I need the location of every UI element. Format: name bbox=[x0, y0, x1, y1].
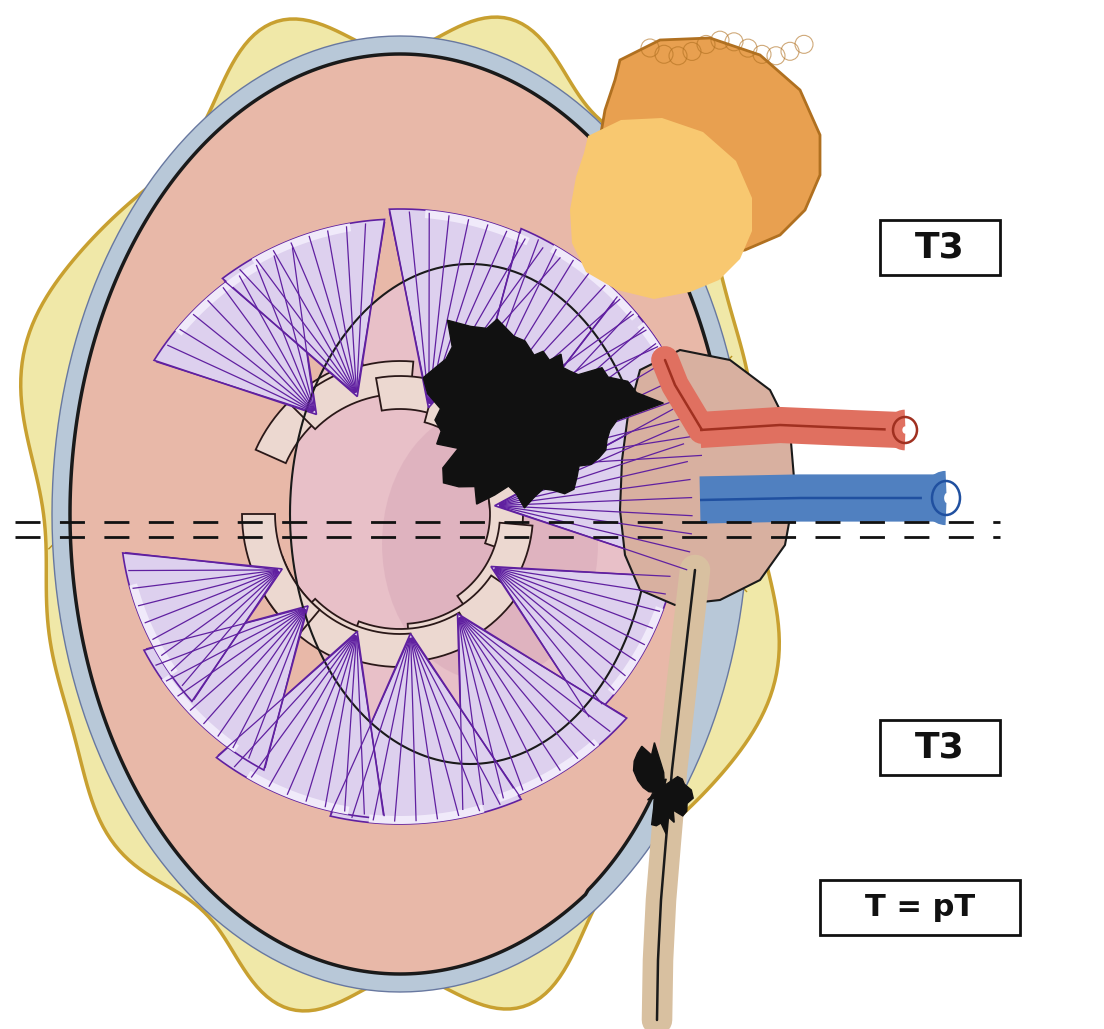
Polygon shape bbox=[347, 612, 476, 662]
Polygon shape bbox=[484, 294, 704, 469]
Polygon shape bbox=[620, 350, 795, 605]
Polygon shape bbox=[129, 583, 178, 675]
Polygon shape bbox=[637, 322, 696, 422]
Polygon shape bbox=[123, 553, 283, 702]
Polygon shape bbox=[155, 245, 317, 415]
Polygon shape bbox=[457, 613, 627, 812]
Polygon shape bbox=[425, 390, 516, 473]
Bar bbox=[880, 220, 1000, 275]
Polygon shape bbox=[223, 219, 384, 396]
Polygon shape bbox=[550, 245, 638, 321]
Polygon shape bbox=[491, 567, 672, 719]
Polygon shape bbox=[70, 54, 730, 974]
Polygon shape bbox=[246, 771, 350, 815]
Polygon shape bbox=[291, 599, 413, 667]
Bar bbox=[880, 720, 1000, 775]
Text: T3: T3 bbox=[915, 731, 965, 765]
Polygon shape bbox=[423, 319, 664, 508]
Polygon shape bbox=[457, 523, 532, 623]
Polygon shape bbox=[242, 514, 320, 635]
Bar bbox=[820, 880, 1020, 935]
Polygon shape bbox=[376, 376, 489, 433]
Polygon shape bbox=[498, 739, 599, 802]
Polygon shape bbox=[290, 264, 650, 764]
Text: T = pT: T = pT bbox=[864, 893, 975, 922]
Polygon shape bbox=[425, 210, 530, 245]
Polygon shape bbox=[291, 361, 413, 429]
Polygon shape bbox=[369, 805, 485, 824]
Polygon shape bbox=[176, 261, 263, 335]
Polygon shape bbox=[330, 634, 521, 824]
Polygon shape bbox=[216, 632, 384, 819]
Polygon shape bbox=[162, 675, 240, 752]
Polygon shape bbox=[252, 557, 358, 663]
Text: T3: T3 bbox=[915, 230, 965, 264]
Polygon shape bbox=[598, 38, 820, 258]
Polygon shape bbox=[678, 439, 696, 538]
Polygon shape bbox=[608, 606, 664, 695]
Polygon shape bbox=[570, 118, 752, 299]
Ellipse shape bbox=[382, 406, 598, 681]
Polygon shape bbox=[479, 455, 523, 554]
Polygon shape bbox=[495, 409, 696, 570]
Polygon shape bbox=[21, 17, 779, 1010]
Polygon shape bbox=[465, 228, 660, 437]
Polygon shape bbox=[390, 209, 562, 407]
Polygon shape bbox=[454, 416, 523, 509]
Polygon shape bbox=[407, 575, 519, 657]
Polygon shape bbox=[144, 606, 308, 770]
Polygon shape bbox=[256, 361, 370, 463]
Polygon shape bbox=[252, 223, 351, 265]
Polygon shape bbox=[52, 36, 749, 992]
Polygon shape bbox=[634, 743, 693, 835]
